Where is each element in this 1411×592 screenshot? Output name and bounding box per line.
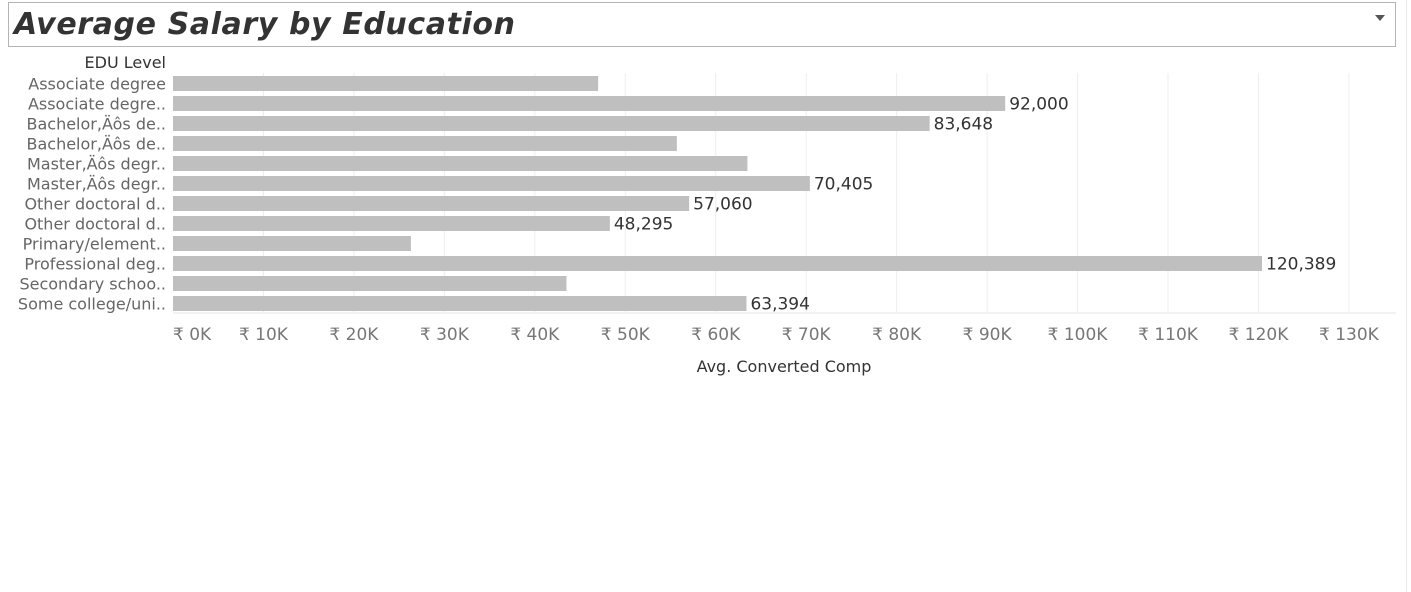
category-label: Bachelor,Äôs de..: [26, 115, 166, 134]
x-axis-title: Avg. Converted Comp: [697, 357, 872, 376]
gridlines: [173, 73, 1396, 314]
x-tick-label: ₹ 60K: [691, 325, 741, 345]
category-label: Some college/uni..: [18, 295, 166, 314]
right-divider: [1406, 0, 1407, 592]
x-tick-label: ₹ 90K: [963, 325, 1013, 345]
category-label: Secondary schoo..: [19, 275, 166, 294]
x-tick-label: ₹ 120K: [1229, 325, 1290, 345]
value-label: 57,060: [693, 195, 752, 215]
category-label: Bachelor,Äôs de..: [26, 135, 166, 154]
category-label: Professional deg..: [24, 255, 166, 274]
x-tick-label: ₹ 50K: [601, 325, 651, 345]
bar[interactable]: [173, 196, 690, 211]
category-label: Other doctoral d..: [24, 195, 166, 214]
x-tick-label: ₹ 0K: [173, 325, 212, 345]
bar[interactable]: [173, 276, 567, 291]
x-tick-label: ₹ 10K: [239, 325, 289, 345]
category-label: Associate degre..: [28, 95, 166, 114]
x-tick-labels: ₹ 0K ₹ 10K ₹ 20K ₹ 30K ₹ 40K ₹ 50K ₹ 60K ₹ 70K ₹…: [173, 325, 1380, 345]
bar[interactable]: [173, 116, 930, 131]
bar[interactable]: [173, 156, 748, 171]
value-label: 63,394: [750, 295, 809, 315]
bar[interactable]: [173, 176, 810, 191]
category-label: Associate degree: [28, 75, 166, 94]
title-box: Average Salary by Education: [8, 2, 1396, 47]
x-tick-label: ₹ 80K: [872, 325, 922, 345]
x-tick-label: ₹ 130K: [1319, 325, 1380, 345]
bar[interactable]: [173, 256, 1262, 271]
row-header: EDU Level: [85, 53, 166, 72]
category-label: Master,Äôs degr..: [27, 155, 166, 174]
chart-title: Average Salary by Education: [14, 7, 516, 42]
bar[interactable]: [173, 216, 610, 231]
bars: [173, 76, 1262, 311]
x-tick-label: ₹ 40K: [510, 325, 560, 345]
x-tick-label: ₹ 100K: [1048, 325, 1109, 345]
x-tick-label: ₹ 30K: [420, 325, 470, 345]
x-tick-label: ₹ 70K: [782, 325, 832, 345]
bar[interactable]: [173, 236, 411, 251]
value-labels: 92,000 83,648 70,405 57,060 48,295 120,389 63,…: [614, 95, 1336, 315]
value-label: 92,000: [1009, 95, 1068, 115]
value-label: 83,648: [934, 115, 993, 135]
category-label: Primary/element..: [23, 235, 166, 254]
bar[interactable]: [173, 76, 599, 91]
value-label: 70,405: [814, 175, 873, 195]
bar[interactable]: [173, 136, 677, 151]
bar[interactable]: [173, 96, 1006, 111]
x-tick-label: ₹ 20K: [329, 325, 379, 345]
value-label: 120,389: [1266, 255, 1336, 275]
x-tick-label: ₹ 110K: [1138, 325, 1199, 345]
value-label: 48,295: [614, 215, 673, 235]
category-label: Master,Äôs degr..: [27, 175, 166, 194]
bar[interactable]: [173, 296, 747, 311]
category-label: Other doctoral d..: [24, 215, 166, 234]
chevron-down-icon[interactable]: [1375, 15, 1385, 21]
